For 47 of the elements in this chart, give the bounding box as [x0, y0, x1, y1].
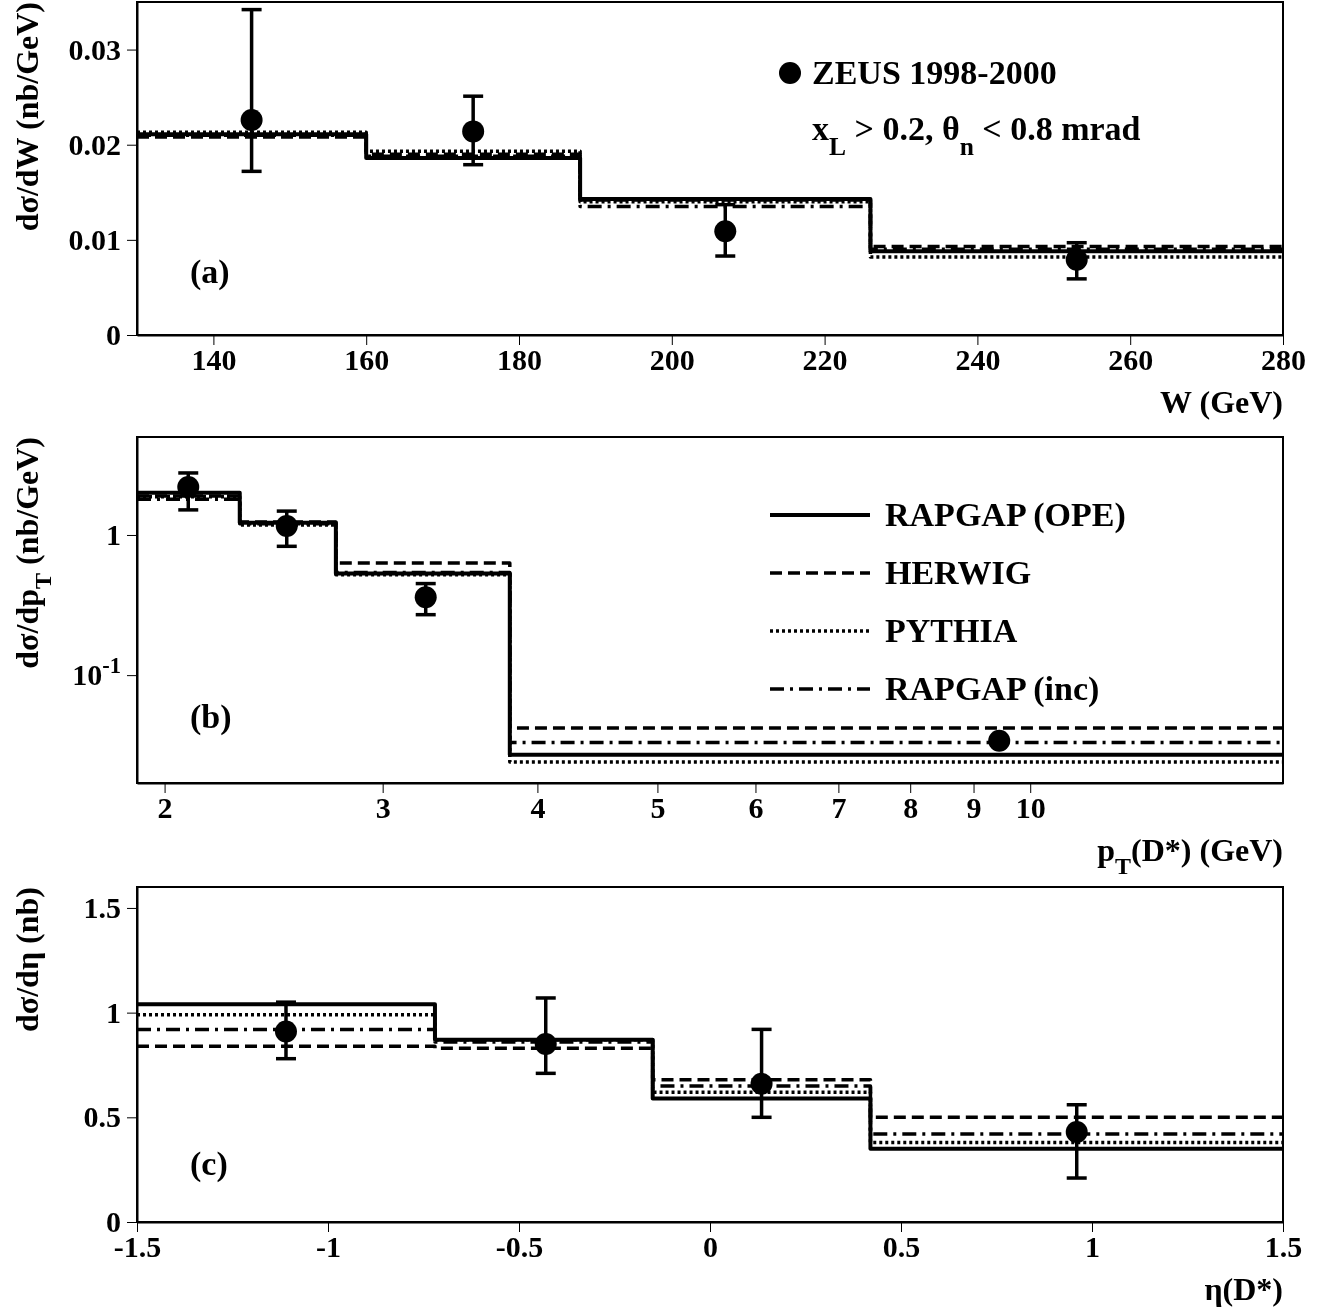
y-axis-title: dσ/dη (nb): [9, 887, 45, 1032]
y-tick-label: 0.02: [68, 127, 121, 161]
x-tick-label: 160: [344, 343, 390, 377]
x-tick-label: 140: [191, 343, 237, 377]
y-tick-label: 0: [106, 318, 121, 352]
annotation: (a): [190, 253, 230, 291]
legend-label: RAPGAP (inc): [885, 670, 1100, 708]
x-tick-label: 200: [649, 343, 695, 377]
annotation: (b): [190, 698, 232, 736]
x-tick-label: 280: [1261, 343, 1306, 377]
x-tick-label: 8: [903, 791, 919, 825]
x-tick-label: 4: [530, 791, 546, 825]
x-axis-title: η(D*): [1204, 1271, 1283, 1307]
y-tick-label: 10$^{-1}$: [72, 652, 121, 692]
y-tick-label: 0.5: [83, 1100, 121, 1134]
x-tick-label: 10: [1015, 791, 1046, 825]
annotation: x$_{L}$ > 0.2, θ$_{n}$ < 0.8 mrad: [812, 110, 1141, 161]
x-tick-label: 180: [497, 343, 542, 377]
x-tick-label: 2: [157, 791, 173, 825]
y-tick-label: 1: [106, 518, 121, 552]
x-axis-title: W (GeV): [1160, 384, 1283, 420]
x-tick-label: 1.5: [1264, 1230, 1303, 1264]
x-tick-label: -1: [316, 1230, 341, 1264]
y-axis-title: dσ/dW (nb/GeV): [9, 2, 45, 232]
x-tick-label: 0: [703, 1230, 718, 1264]
y-tick-label: 0: [106, 1205, 121, 1239]
x-tick-label: 220: [802, 343, 848, 377]
legend-label: PYTHIA: [885, 612, 1018, 649]
x-tick-label: 9: [966, 791, 982, 825]
x-tick-label: 0.5: [882, 1230, 921, 1264]
annotation: (c): [190, 1145, 228, 1183]
x-tick-label: 1: [1085, 1230, 1100, 1264]
x-tick-label: 260: [1108, 343, 1154, 377]
legend-label: RAPGAP (OPE): [885, 496, 1126, 534]
legend-label: ZEUS 1998-2000: [812, 54, 1057, 91]
y-tick-label: 0.01: [68, 222, 121, 256]
x-tick-label: 3: [375, 791, 391, 825]
x-tick-label: 7: [831, 791, 847, 825]
legend-label: HERWIG: [885, 554, 1032, 591]
x-tick-label: 240: [955, 343, 1001, 377]
x-axis-title: p$_{T}$(D*) (GeV): [1097, 832, 1283, 879]
y-tick-label: 0.03: [68, 32, 121, 66]
x-tick-label: 5: [650, 791, 666, 825]
x-tick-label: -0.5: [495, 1230, 544, 1264]
y-tick-label: 1.5: [83, 891, 121, 925]
y-tick-label: 1: [106, 995, 121, 1029]
x-tick-label: 6: [748, 791, 764, 825]
